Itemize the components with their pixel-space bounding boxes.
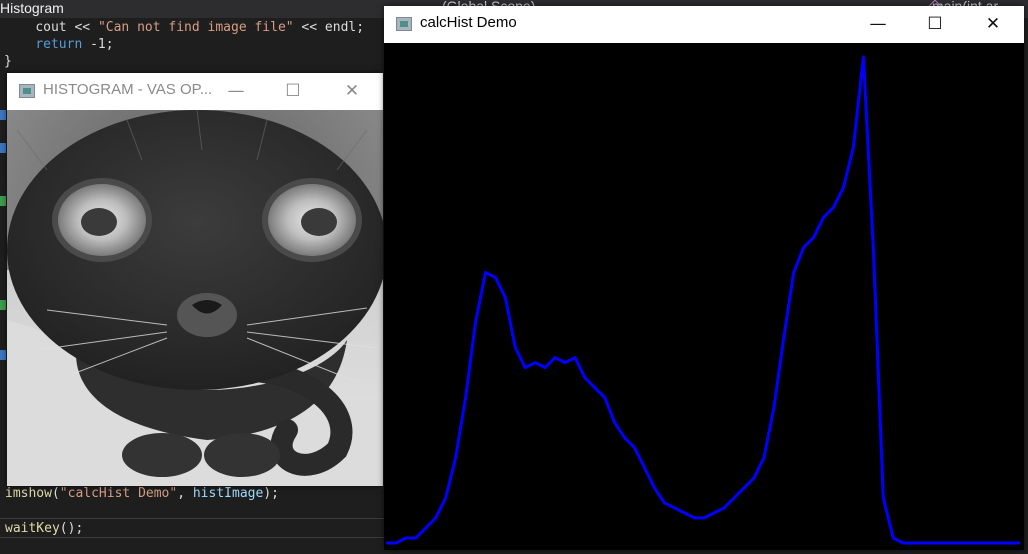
code-token: histImage — [192, 486, 264, 501]
window-titlebar[interactable]: calcHist Demo — ☐ ✕ — [384, 6, 1024, 43]
code-line[interactable]: waitKey(); — [5, 520, 83, 537]
code-token: "Can not find image file" — [97, 20, 294, 35]
maximize-button[interactable]: ☐ — [927, 14, 943, 34]
minimize-button[interactable]: — — [227, 81, 245, 101]
code-token: cout << — [35, 20, 98, 35]
gutter-marker — [0, 196, 6, 206]
code-line-waitkey[interactable]: waitKey(); — [5, 520, 83, 537]
code-token: "calcHist Demo" — [59, 486, 178, 501]
minimize-button[interactable]: — — [869, 14, 887, 34]
line-separator — [0, 518, 384, 519]
gutter-marker — [0, 350, 6, 360]
code-token: imshow — [5, 486, 52, 501]
histogram-series-line — [386, 55, 1020, 545]
code-token: waitKey — [5, 521, 60, 536]
cat-image — [7, 110, 383, 486]
code-line[interactable]: return -1; — [4, 36, 364, 53]
window-title: calcHist Demo — [420, 14, 517, 31]
gutter-marker — [0, 300, 6, 310]
code-line-imshow[interactable]: imshow("calcHist Demo", histImage); — [5, 485, 279, 502]
code-line[interactable]: cout << "Can not find image file" << end… — [4, 19, 364, 36]
code-token: return — [35, 37, 83, 52]
code-token: << endl; — [293, 20, 365, 35]
window-title: HISTOGRAM - VAS OP... — [43, 81, 213, 98]
code-line[interactable]: imshow("calcHist Demo", histImage); — [5, 485, 279, 502]
code-editor-top[interactable]: cout << "Can not find image file" << end… — [4, 19, 364, 70]
line-separator — [0, 537, 384, 538]
gutter-marker — [0, 143, 6, 153]
histogram-chart — [386, 55, 1020, 545]
code-line[interactable]: } — [4, 53, 364, 70]
ide-project-title: Histogram — [0, 0, 64, 16]
code-token: , — [177, 486, 193, 501]
histogram-plot — [384, 43, 1024, 550]
histogram-window[interactable]: HISTOGRAM - VAS OP... — ☐ ✕ — [7, 73, 383, 486]
code-token: } — [4, 54, 12, 69]
close-button[interactable]: ✕ — [344, 81, 360, 101]
window-titlebar[interactable]: HISTOGRAM - VAS OP... — ☐ ✕ — [7, 73, 383, 110]
code-token: (); — [59, 521, 84, 536]
code-token: ( — [51, 486, 60, 501]
calchist-window[interactable]: calcHist Demo — ☐ ✕ — [384, 6, 1024, 550]
grayscale-cat-image — [7, 110, 383, 486]
app-icon — [19, 84, 35, 98]
gutter-marker — [0, 110, 6, 120]
code-token: -1; — [82, 37, 114, 52]
maximize-button[interactable]: ☐ — [285, 81, 301, 101]
code-token: ); — [263, 486, 279, 501]
app-icon — [396, 17, 412, 31]
close-button[interactable]: ✕ — [985, 14, 1001, 34]
